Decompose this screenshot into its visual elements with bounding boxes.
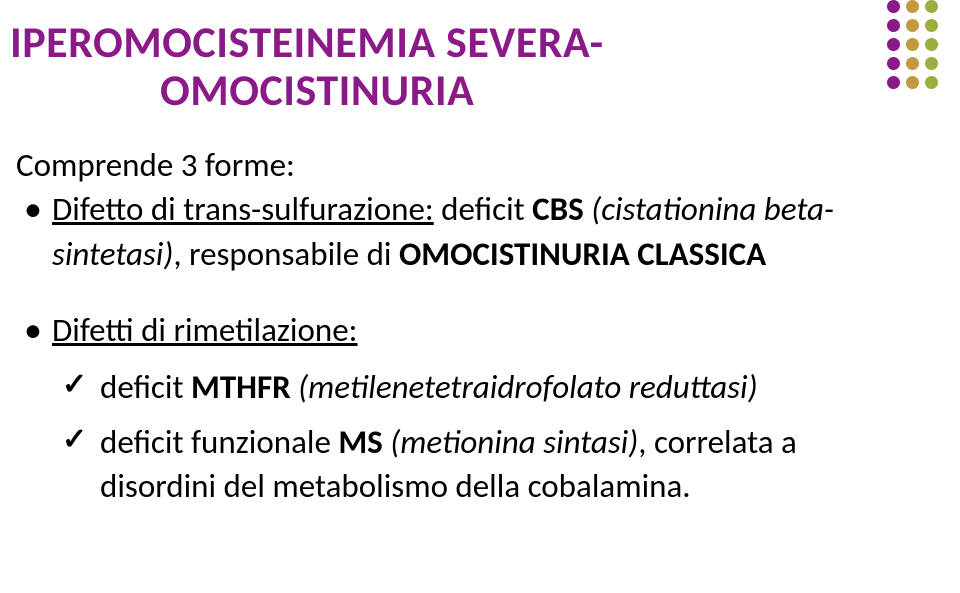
dot xyxy=(925,19,938,32)
bullet1-bold1: CBS xyxy=(532,189,591,229)
dot xyxy=(925,57,938,70)
dot-column-1 xyxy=(887,0,900,89)
sub1-prefix: deficit xyxy=(100,367,191,407)
sub1-bold: MTHFR xyxy=(191,367,298,407)
dot xyxy=(887,38,900,51)
sub-item-2: deficit funzionale MS (metionina sintasi… xyxy=(52,420,920,509)
sub2-italic: (metionina sintasi) xyxy=(390,422,638,462)
bullet-item-1: Difetto di trans-sulfurazione: deficit C… xyxy=(16,187,920,276)
sub1-italic: (metilenetetraidrofolato reduttasi) xyxy=(298,367,757,407)
dot xyxy=(906,57,919,70)
bullet1-text2: , responsabile di xyxy=(173,234,399,274)
sub2-bold: MS xyxy=(338,422,390,462)
bullet1-underline: Difetto di trans-sulfurazione: xyxy=(52,189,434,229)
dot xyxy=(887,57,900,70)
dot xyxy=(887,76,900,89)
slide-body: Comprende 3 forme: Difetto di trans-sulf… xyxy=(10,143,920,509)
sub2-prefix: deficit funzionale xyxy=(100,422,338,462)
slide-title: IPEROMOCISTEINEMIA SEVERA- OMOCISTINURIA xyxy=(10,18,920,115)
title-line-2: OMOCISTINURIA xyxy=(10,66,920,114)
bullet1-bold2: OMOCISTINURIA CLASSICA xyxy=(399,234,766,274)
sub-list: deficit MTHFR (metilenetetraidrofolato r… xyxy=(52,365,920,509)
dot xyxy=(925,76,938,89)
dot xyxy=(925,0,938,13)
dot xyxy=(887,0,900,13)
bullet-list: Difetto di trans-sulfurazione: deficit C… xyxy=(16,187,920,508)
dot xyxy=(887,19,900,32)
dot xyxy=(906,76,919,89)
sub-item-1: deficit MTHFR (metilenetetraidrofolato r… xyxy=(52,365,920,410)
dot xyxy=(906,19,919,32)
dot xyxy=(925,38,938,51)
dot xyxy=(906,38,919,51)
title-line-1: IPEROMOCISTEINEMIA SEVERA- xyxy=(10,18,920,66)
decorative-dots xyxy=(887,0,938,89)
bullet-item-2: Difetti di rimetilazione: deficit MTHFR … xyxy=(16,308,920,508)
dot-column-3 xyxy=(925,0,938,89)
intro-text: Comprende 3 forme: xyxy=(16,143,920,188)
dot-column-2 xyxy=(906,0,919,89)
bullet2-underline: Difetti di rimetilazione: xyxy=(52,310,358,350)
bullet1-text1: deficit xyxy=(434,189,532,229)
dot xyxy=(906,0,919,13)
